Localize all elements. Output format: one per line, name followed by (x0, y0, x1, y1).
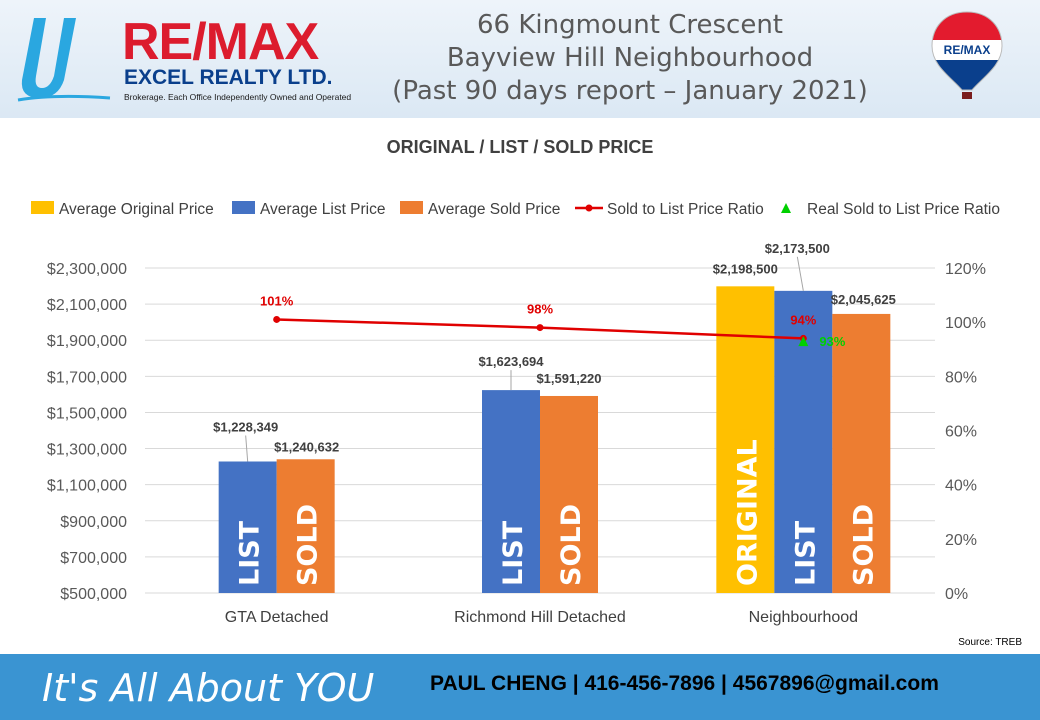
real-ratio-label: 93% (819, 334, 845, 349)
legend: Average Original Price Average List Price… (31, 201, 1000, 218)
ratio-point (536, 324, 544, 332)
y-left-tick-label: $700,000 (60, 550, 127, 567)
legend-swatch-marker (585, 204, 593, 212)
y-left-tick-label: $1,100,000 (47, 478, 127, 495)
brand-name: RE/MAX (122, 13, 319, 71)
bar-average-list-price (482, 390, 540, 593)
y-left-tick-label: $1,300,000 (47, 442, 127, 459)
legend-label: Average Original Price (59, 201, 214, 218)
x-tick-label: Neighbourhood (749, 609, 858, 626)
price-chart: ORIGINAL / LIST / SOLD PRICE $500,000 $70… (31, 137, 1022, 648)
y-left-tick-label: $1,700,000 (47, 369, 127, 386)
data-label-leader (245, 435, 249, 462)
bar-value-label: $2,045,625 (831, 292, 896, 307)
y-right-tick-label: 60% (945, 424, 977, 441)
ratio-lines: 101% 98% 94%93% (260, 293, 846, 349)
legend-label: Sold to List Price Ratio (607, 201, 764, 218)
ratio-label: 101% (260, 293, 294, 308)
title-line-2: Bayview Hill Neighbourhood (446, 43, 814, 73)
bar-average-sold-price (832, 313, 891, 593)
bar-value-label: $1,591,220 (536, 371, 601, 386)
ratio-label: 98% (527, 302, 553, 317)
contact-info: PAUL CHENG | 416-456-7896 | 4567896@gmai… (430, 672, 939, 695)
u-logo-icon (17, 18, 111, 102)
bar-value-label: $1,623,694 (478, 354, 544, 369)
bar-inner-label: LIST (235, 520, 266, 586)
ratio-point (273, 315, 281, 323)
y-left-tick-label: $500,000 (60, 586, 127, 603)
bar-value-label: $2,198,500 (713, 261, 778, 276)
legend-label: Average Sold Price (428, 201, 560, 218)
bar-average-sold-price (276, 459, 335, 593)
y-left-tick-label: $2,300,000 (47, 261, 127, 278)
bar-value-label: $2,173,500 (765, 241, 830, 256)
legend-swatch (31, 201, 54, 214)
y-left-tick-label: $1,900,000 (47, 333, 127, 350)
x-tick-label: Richmond Hill Detached (454, 609, 626, 626)
legend-label: Average List Price (260, 201, 386, 218)
title-line-3: (Past 90 days report – January 2021) (392, 76, 868, 106)
real-ratio-marker (798, 336, 809, 347)
footer: It's All About YOU PAUL CHENG | 416-456-… (0, 654, 1040, 720)
bar-average-sold-price (540, 395, 598, 593)
bar-inner-label: SOLD (556, 504, 587, 586)
legend-swatch (781, 203, 791, 213)
legend-label: Real Sold to List Price Ratio (807, 201, 1000, 218)
header: RE/MAX EXCEL REALTY LTD. Brokerage. Each… (0, 0, 1040, 118)
axes: $500,000 $700,000 $900,000 $1,100,000 $1,300… (47, 261, 986, 626)
title-line-1: 66 Kingmount Crescent (476, 10, 784, 40)
bar-average-list-price (218, 461, 277, 593)
y-left-tick-label: $900,000 (60, 514, 127, 531)
y-left-tick-label: $2,100,000 (47, 297, 127, 314)
data-label-leader (796, 256, 804, 291)
y-right-tick-label: 20% (945, 532, 977, 549)
x-tick-label: GTA Detached (225, 609, 329, 626)
bar-inner-label: LIST (498, 520, 529, 586)
bar-inner-label: ORIGINAL (732, 439, 763, 586)
y-right-tick-label: 80% (945, 369, 977, 386)
y-left-tick-label: $1,500,000 (47, 405, 127, 422)
y-right-tick-label: 40% (945, 478, 977, 495)
source-note: Source: TREB (958, 637, 1022, 648)
bar-inner-label: SOLD (293, 504, 324, 586)
y-right-tick-label: 120% (945, 261, 986, 278)
y-right-tick-label: 0% (945, 586, 968, 603)
slogan: It's All About YOU (42, 666, 375, 710)
chart-title: ORIGINAL / LIST / SOLD PRICE (387, 137, 654, 157)
balloon-logo-icon: RE/MAX (931, 11, 1003, 99)
bar-value-label: $1,240,632 (274, 439, 339, 454)
ratio-label: 94% (790, 312, 816, 327)
data-labels: $2,198,500 $1,228,349 $1,623,694 $2,173,500… (213, 241, 896, 462)
legend-swatch (400, 201, 423, 214)
y-right-tick-label: 100% (945, 315, 986, 332)
brand-tagline: Brokerage. Each Office Independently Own… (124, 92, 352, 102)
balloon-text: RE/MAX (944, 43, 991, 57)
bar-inner-label: SOLD (848, 504, 879, 586)
brand-sub: EXCEL REALTY LTD. (124, 66, 333, 89)
bar-value-label: $1,228,349 (213, 419, 278, 434)
legend-swatch (232, 201, 255, 214)
bar-inner-label: LIST (790, 520, 821, 586)
